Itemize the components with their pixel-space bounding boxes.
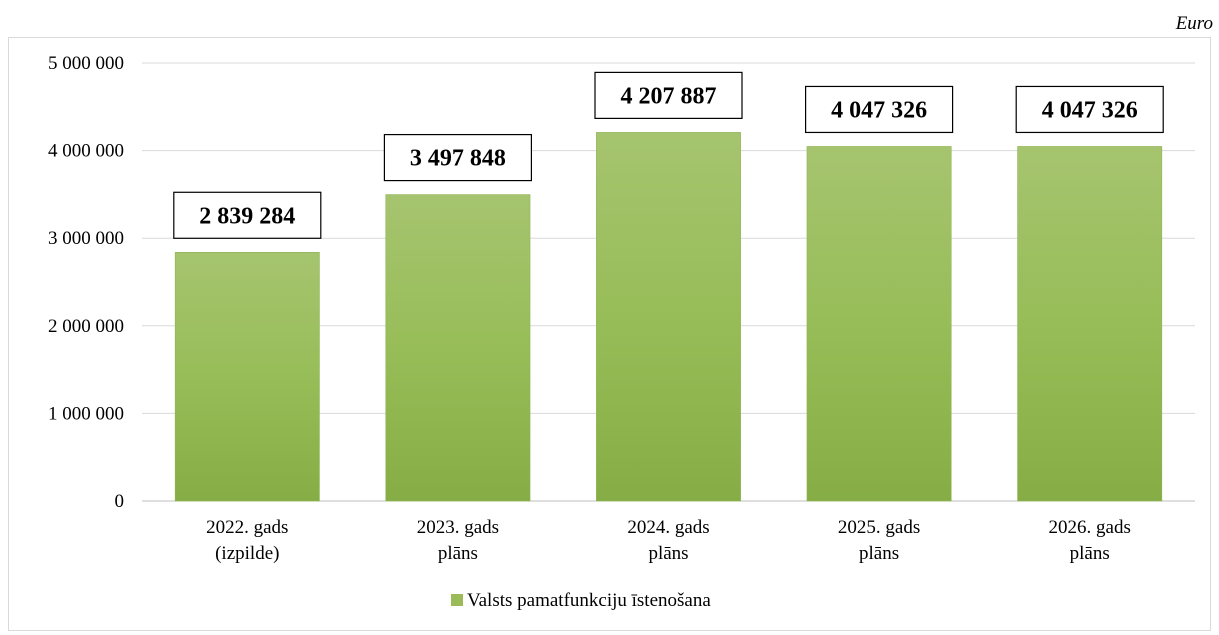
bar[interactable] [806,146,952,502]
data-label: 3 497 848 [410,146,506,172]
legend-swatch [451,594,463,606]
x-tick-label: plāns [1070,543,1110,564]
data-label-box [804,85,954,134]
unit-label: Euro [1175,13,1213,34]
x-tick-label: 2024. gads [627,517,709,538]
x-tick-label: (izpilde) [215,543,279,564]
bar[interactable] [596,132,741,502]
x-tick-label: 2022. gads [206,517,288,538]
data-label: 2 839 284 [199,203,295,229]
x-tick-label: 2025. gads [838,517,920,538]
x-tick-label: plāns [859,543,899,564]
data-label-box [383,133,532,182]
y-tick-label: 4 000 000 [48,141,124,162]
x-tick-label: 2023. gads [417,517,499,538]
bar[interactable] [174,251,320,502]
bar[interactable] [385,194,531,502]
data-label: 4 207 887 [621,83,717,109]
data-label: 4 047 326 [1042,97,1138,123]
bar[interactable] [1017,146,1163,502]
x-tick-label: plāns [438,543,478,564]
data-label: 4 047 326 [831,97,927,123]
y-tick-label: 3 000 000 [48,228,124,249]
y-tick-label: 5 000 000 [48,53,124,74]
x-tick-label: 2026. gads [1049,517,1131,538]
y-tick-label: 2 000 000 [48,316,124,337]
data-label-box [594,71,743,119]
x-tick-label: plāns [648,543,688,564]
data-label-box [173,191,322,239]
data-label-box [1015,85,1164,134]
y-tick-label: 0 [115,491,125,512]
legend-label: Valsts pamatfunkciju īstenošana [467,590,711,611]
y-tick-label: 1 000 000 [48,403,124,424]
